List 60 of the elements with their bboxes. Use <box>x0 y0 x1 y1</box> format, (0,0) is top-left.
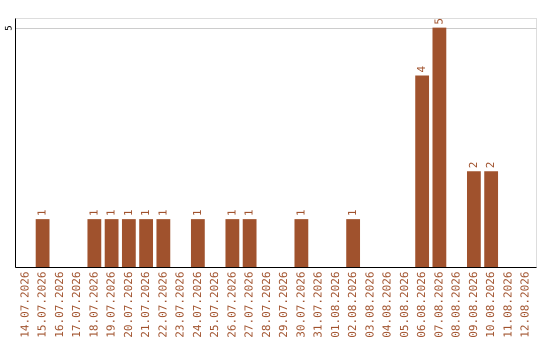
data-label: 1 <box>225 209 238 216</box>
bar <box>432 28 446 267</box>
bar <box>466 171 481 267</box>
x-tick-label: 21.07.2026 <box>139 272 152 338</box>
x-tick-label: 31.07.2026 <box>312 272 325 338</box>
x-tick-label: 15.07.2026 <box>36 272 49 338</box>
bar <box>294 219 308 267</box>
x-tick-label: 09.08.2026 <box>466 272 480 338</box>
x-tick-label: 23.07.2026 <box>174 272 187 338</box>
data-label: 2 <box>484 162 498 168</box>
x-tick-label: 24.07.2026 <box>190 272 204 338</box>
x-tick-label: 29.07.2026 <box>277 272 290 338</box>
x-tick-label: 30.07.2026 <box>294 272 308 338</box>
bar <box>242 219 257 267</box>
bar <box>225 219 240 267</box>
bar <box>156 219 170 267</box>
data-label: 5 <box>432 18 446 25</box>
x-tick-label: 01.08.2026 <box>328 272 342 338</box>
data-label: 1 <box>104 209 118 216</box>
bar <box>415 75 430 267</box>
data-label: 1 <box>242 209 256 216</box>
x-tick-label: 10.08.2026 <box>484 272 498 338</box>
x-tick-label: 02.08.2026 <box>346 272 360 338</box>
x-tick-label: 25.07.2026 <box>208 272 222 338</box>
data-label: 2 <box>466 162 480 168</box>
bar <box>484 171 498 267</box>
data-label: 1 <box>346 209 360 216</box>
bar <box>87 219 102 267</box>
bar <box>104 219 119 267</box>
data-label: 1 <box>294 209 308 216</box>
bar <box>190 219 205 267</box>
x-tick-label: 07.08.2026 <box>432 272 446 338</box>
x-tick-label: 26.07.2026 <box>225 272 238 338</box>
data-label: 4 <box>415 65 428 72</box>
x-tick-label: 08.08.2026 <box>450 272 463 338</box>
x-tick-label: 12.08.2026 <box>518 272 532 338</box>
x-tick-label: 11.08.2026 <box>501 272 514 338</box>
x-tick-label: 16.07.2026 <box>52 272 66 338</box>
bar <box>36 219 50 267</box>
x-tick-label: 27.07.2026 <box>242 272 256 338</box>
x-tick-label: 18.07.2026 <box>87 272 100 338</box>
x-tick-label: 06.08.2026 <box>415 272 428 338</box>
x-tick-label: 14.07.2026 <box>18 272 32 338</box>
x-tick-label: 19.07.2026 <box>104 272 118 338</box>
x-tick-label: 17.07.2026 <box>70 272 84 338</box>
x-tick-label: 04.08.2026 <box>380 272 394 338</box>
bar <box>346 219 360 267</box>
x-tick-label: 05.08.2026 <box>398 272 411 338</box>
x-tick-label: 03.08.2026 <box>363 272 376 338</box>
bar <box>139 219 154 267</box>
x-tick-label: 20.07.2026 <box>122 272 135 338</box>
data-label: 1 <box>156 209 170 216</box>
bar <box>122 219 136 267</box>
x-tick-label: 22.07.2026 <box>156 272 170 338</box>
data-label: 1 <box>139 209 152 216</box>
data-label: 1 <box>122 209 135 216</box>
data-label: 1 <box>190 209 204 216</box>
data-label: 1 <box>87 209 100 216</box>
data-label: 1 <box>36 209 49 216</box>
x-tick-label: 28.07.2026 <box>260 272 273 338</box>
